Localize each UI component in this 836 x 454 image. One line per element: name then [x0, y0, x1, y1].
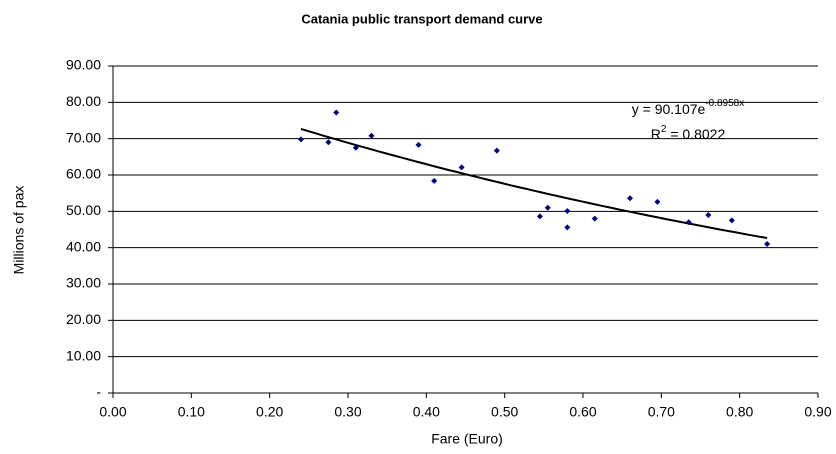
data-point [431, 177, 438, 184]
data-point [564, 207, 571, 214]
y-tick-label: 40.00 [66, 238, 101, 254]
r-squared: R2 = 0.8022 [651, 124, 726, 142]
r2-symbol: R [651, 126, 661, 142]
data-point [493, 147, 500, 154]
data-point [368, 132, 375, 139]
y-tick-label: - [96, 384, 101, 400]
trendline [300, 127, 768, 239]
y-tick-label: 10.00 [66, 347, 101, 363]
x-tick-label: 0.60 [569, 404, 596, 420]
data-point [685, 219, 692, 226]
chart-title: Catania public transport demand curve [301, 11, 542, 26]
y-axis-label: Millions of pax [11, 186, 27, 275]
data-point [728, 217, 735, 224]
equation-text: y = 90.107e [632, 101, 706, 117]
data-point [536, 213, 543, 220]
data-point [764, 241, 771, 248]
y-tick-label: 80.00 [66, 93, 101, 109]
data-point [298, 136, 304, 143]
y-tick-label: 50.00 [66, 202, 101, 218]
data-point [705, 211, 712, 218]
x-tick-label: 0.80 [726, 404, 753, 420]
data-point [325, 139, 332, 146]
equation-exponent: -0.8958x [705, 98, 744, 109]
r2-text: = 0.8022 [666, 126, 725, 142]
y-tick-label: 60.00 [66, 166, 101, 182]
y-tick-label: 30.00 [66, 275, 101, 291]
x-tick-label: 0.30 [334, 404, 361, 420]
data-point [333, 109, 340, 116]
data-point [544, 204, 551, 211]
x-tick-label: 0.40 [413, 404, 440, 420]
data-point [654, 198, 661, 205]
y-tick-label: 90.00 [66, 57, 101, 73]
data-point [415, 141, 422, 148]
data-point [591, 215, 598, 222]
data-point [458, 164, 465, 171]
data-point [352, 144, 359, 151]
x-tick-label: 0.20 [256, 404, 283, 420]
x-tick-label: 0.70 [648, 404, 675, 420]
y-tick-label: 20.00 [66, 311, 101, 327]
r2-power: 2 [661, 124, 667, 135]
data-point [564, 224, 571, 231]
y-tick-label: 70.00 [66, 129, 101, 145]
trendline-equation: y = 90.107e-0.8958x [632, 98, 744, 117]
x-axis-label: Fare (Euro) [431, 431, 503, 447]
x-tick-label: 0.10 [178, 404, 205, 420]
x-tick-label: 0.00 [99, 404, 126, 420]
data-point [627, 195, 633, 202]
x-tick-label: 0.50 [491, 404, 518, 420]
x-tick-label: 0.90 [804, 404, 831, 420]
